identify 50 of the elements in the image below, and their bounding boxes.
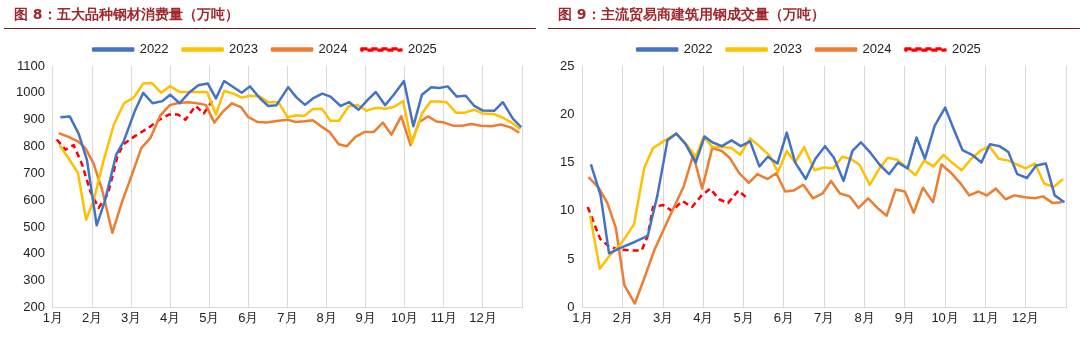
- x-tick-label: 2月: [81, 309, 103, 325]
- line-series: [55, 99, 214, 210]
- x-tick-label: 6月: [238, 309, 259, 325]
- x-tick-label: 5月: [199, 309, 220, 325]
- x-tick-label: 12月: [1011, 309, 1040, 325]
- y-tick-label: 600: [23, 191, 45, 207]
- y-tick-label: 25: [559, 57, 575, 73]
- x-tick-label: 7月: [277, 309, 298, 325]
- legend-label: 2023: [229, 41, 258, 57]
- y-tick-label: 5: [567, 250, 575, 266]
- y-tick-label: 0: [567, 298, 575, 314]
- x-tick-label: 8月: [316, 309, 337, 325]
- y-tick-label: 300: [23, 272, 45, 288]
- y-tick-label: 400: [23, 245, 45, 261]
- y-tick-label: 900: [23, 111, 45, 127]
- y-tick-label: 1100: [16, 57, 45, 73]
- legend-label: 2022: [683, 41, 713, 57]
- x-tick-label: 8月: [854, 309, 875, 325]
- legend-label: 2023: [773, 41, 802, 57]
- legend-label: 2024: [318, 41, 348, 57]
- legend-label: 2024: [862, 41, 892, 57]
- chart-title: 图 9：主流贸易商建筑用钢成交量（万吨）: [548, 0, 1080, 29]
- y-tick-label: 200: [23, 298, 45, 314]
- y-tick-label: 500: [23, 218, 45, 234]
- x-tick-label: 12月: [469, 309, 497, 325]
- legend-label: 2025: [951, 41, 981, 57]
- y-tick-label: 20: [559, 105, 575, 121]
- y-tick-label: 700: [23, 164, 45, 180]
- legend-label: 2025: [407, 41, 437, 57]
- x-tick-label: 10月: [931, 309, 959, 325]
- legend-label: 2022: [139, 41, 169, 57]
- x-tick-label: 5月: [733, 309, 754, 325]
- x-tick-label: 4月: [160, 309, 181, 325]
- x-tick-label: 4月: [693, 309, 714, 325]
- y-tick-label: 15: [559, 154, 575, 170]
- x-tick-label: 11月: [972, 309, 999, 325]
- y-tick-label: 1000: [16, 84, 45, 100]
- x-tick-label: 10月: [391, 309, 419, 325]
- x-tick-label: 9月: [355, 309, 376, 325]
- y-tick-label: 10: [559, 202, 575, 218]
- x-tick-label: 3月: [120, 309, 142, 325]
- x-tick-label: 2月: [612, 309, 633, 325]
- y-tick-label: 800: [23, 138, 45, 154]
- x-tick-label: 7月: [814, 309, 835, 325]
- x-tick-label: 3月: [652, 309, 674, 325]
- x-tick-label: 6月: [773, 309, 795, 325]
- chart-title: 图 8：五大品种钢材消费量（万吨）: [4, 0, 536, 29]
- x-tick-label: 9月: [894, 309, 915, 325]
- line-series: [586, 187, 749, 252]
- x-tick-label: 11月: [430, 309, 458, 325]
